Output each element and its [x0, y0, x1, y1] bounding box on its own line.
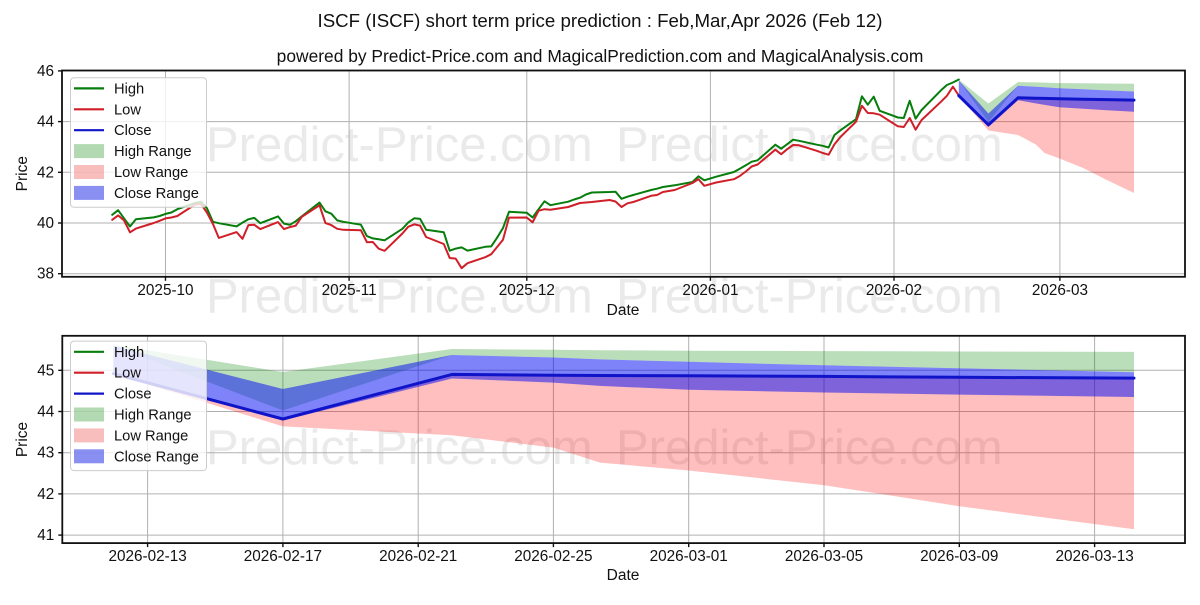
svg-text:2025-11: 2025-11 [322, 282, 377, 299]
svg-text:Predict-Price.com: Predict-Price.com [206, 421, 593, 475]
svg-text:Low Range: Low Range [114, 165, 188, 181]
svg-text:2026-02: 2026-02 [866, 282, 922, 299]
svg-text:powered by Predict-Price.com a: powered by Predict-Price.com and Magical… [277, 46, 924, 66]
svg-text:Price: Price [14, 422, 31, 457]
svg-text:40: 40 [37, 215, 54, 232]
svg-text:High Range: High Range [114, 144, 192, 160]
svg-text:2026-03-09: 2026-03-09 [920, 548, 998, 565]
svg-text:38: 38 [37, 266, 54, 283]
svg-text:43: 43 [37, 445, 54, 462]
svg-text:46: 46 [37, 63, 54, 80]
svg-text:Predict-Price.com: Predict-Price.com [616, 270, 1003, 324]
svg-text:2025-12: 2025-12 [499, 282, 555, 299]
svg-text:2026-03-05: 2026-03-05 [785, 548, 863, 565]
svg-text:Date: Date [607, 302, 640, 319]
svg-text:Close Range: Close Range [114, 449, 199, 465]
svg-text:High: High [114, 345, 144, 361]
svg-text:2026-02-17: 2026-02-17 [244, 548, 322, 565]
svg-text:2025-10: 2025-10 [137, 282, 193, 299]
svg-text:Predict-Price.com: Predict-Price.com [206, 270, 593, 324]
svg-text:Close: Close [114, 123, 152, 139]
svg-text:Predict-Price.com: Predict-Price.com [616, 421, 1003, 475]
svg-text:2026-03-13: 2026-03-13 [1055, 548, 1133, 565]
svg-text:ISCF (ISCF) short term price p: ISCF (ISCF) short term price prediction … [318, 10, 883, 31]
svg-text:2026-03: 2026-03 [1032, 282, 1088, 299]
svg-text:45: 45 [37, 362, 54, 379]
svg-text:Price: Price [14, 156, 31, 191]
svg-text:42: 42 [37, 164, 54, 181]
svg-text:41: 41 [37, 527, 54, 544]
svg-text:42: 42 [37, 486, 54, 503]
svg-text:Low: Low [114, 102, 141, 118]
svg-text:Predict-Price.com: Predict-Price.com [616, 118, 1003, 172]
svg-text:Low: Low [114, 366, 141, 382]
svg-text:44: 44 [37, 404, 55, 421]
svg-text:2026-02-13: 2026-02-13 [108, 548, 186, 565]
svg-text:High Range: High Range [114, 408, 192, 424]
svg-text:High: High [114, 81, 144, 97]
svg-text:44: 44 [37, 114, 55, 131]
svg-text:2026-01: 2026-01 [682, 282, 738, 299]
svg-text:Predict-Price.com: Predict-Price.com [206, 118, 593, 172]
svg-text:Date: Date [607, 567, 640, 584]
svg-text:Low Range: Low Range [114, 428, 188, 444]
svg-text:2026-03-01: 2026-03-01 [650, 548, 728, 565]
svg-text:2026-02-21: 2026-02-21 [379, 548, 457, 565]
svg-text:2026-02-25: 2026-02-25 [514, 548, 592, 565]
svg-text:Close Range: Close Range [114, 186, 199, 202]
svg-text:Close: Close [114, 387, 152, 403]
